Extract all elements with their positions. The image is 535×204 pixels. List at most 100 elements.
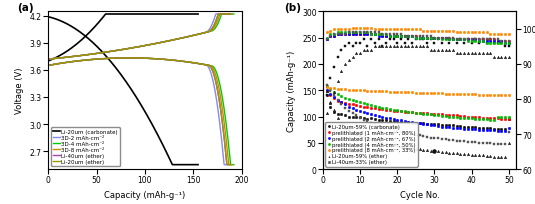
Li-40um (ether)	[132, 58, 138, 60]
Point	[493, 115, 502, 119]
Point	[341, 63, 349, 66]
Point	[374, 119, 383, 122]
X-axis label: Capacity (mAh-g⁻¹): Capacity (mAh-g⁻¹)	[104, 190, 186, 199]
Point	[393, 35, 401, 38]
Point	[393, 45, 401, 49]
Point	[393, 91, 401, 94]
Point	[326, 35, 334, 38]
Point	[352, 52, 361, 56]
Point	[449, 39, 457, 42]
Point	[471, 126, 480, 129]
Point	[411, 112, 420, 115]
Point	[386, 108, 394, 111]
Point	[330, 35, 338, 38]
Point	[501, 94, 509, 97]
Point	[423, 136, 431, 139]
Point	[367, 117, 376, 120]
Point	[400, 42, 409, 45]
Point	[482, 32, 491, 35]
Point	[345, 103, 353, 106]
Point	[445, 37, 454, 40]
Point	[478, 116, 487, 120]
Point	[419, 92, 427, 95]
Point	[434, 150, 442, 153]
Point	[396, 121, 405, 124]
Point	[337, 101, 346, 104]
Point	[382, 45, 391, 49]
Point	[363, 118, 372, 121]
3D-2 mAh-cm⁻²	[45, 65, 51, 67]
Point	[497, 143, 506, 146]
Point	[393, 130, 401, 133]
Point	[482, 129, 491, 132]
Point	[371, 45, 379, 49]
Point	[426, 149, 435, 153]
Point	[408, 42, 416, 45]
Point	[449, 39, 457, 42]
Point	[386, 28, 394, 31]
Li-20um (carbonate)	[192, 164, 198, 166]
Point	[453, 32, 461, 35]
Point	[352, 27, 361, 31]
Point	[330, 91, 338, 94]
Point	[337, 33, 346, 37]
Point	[460, 32, 469, 35]
Point	[333, 28, 342, 31]
Point	[408, 147, 416, 150]
Point	[337, 101, 346, 104]
Point	[408, 35, 416, 38]
Point	[497, 115, 506, 119]
Point	[363, 45, 372, 49]
Point	[497, 33, 506, 37]
Point	[501, 33, 509, 37]
Point	[441, 126, 450, 129]
Point	[482, 118, 491, 121]
Point	[411, 35, 420, 38]
Point	[449, 114, 457, 118]
Point	[341, 32, 349, 35]
Point	[475, 116, 483, 119]
Point	[445, 138, 454, 142]
Point	[501, 143, 509, 146]
Point	[396, 110, 405, 113]
Point	[430, 37, 439, 40]
3D-8 mAh-cm⁻²	[145, 58, 151, 60]
Point	[348, 32, 357, 35]
Point	[367, 33, 376, 37]
Point	[449, 39, 457, 42]
Li-40um (ether)	[224, 164, 230, 166]
Point	[453, 139, 461, 143]
Point	[497, 118, 506, 121]
Point	[348, 32, 357, 35]
Point	[449, 30, 457, 33]
Point	[464, 153, 472, 156]
Point	[326, 90, 334, 93]
Point	[475, 52, 483, 56]
Point	[396, 145, 405, 148]
Point	[386, 35, 394, 38]
Point	[482, 52, 491, 56]
Li-40um (ether)	[126, 57, 132, 60]
Point	[337, 103, 346, 106]
Point	[337, 32, 346, 35]
Li-20um (carbonate)	[45, 16, 51, 19]
Point	[360, 32, 368, 35]
Point	[371, 33, 379, 37]
Point	[478, 39, 487, 42]
Point	[441, 124, 450, 127]
Point	[352, 33, 361, 37]
Point	[453, 116, 461, 119]
Point	[367, 106, 376, 110]
Point	[333, 33, 342, 37]
Point	[363, 32, 372, 35]
Point	[434, 37, 442, 40]
Point	[501, 45, 509, 49]
Point	[382, 28, 391, 31]
Point	[471, 128, 480, 131]
Point	[322, 39, 331, 42]
Li-20um (ether)	[224, 164, 230, 166]
Point	[333, 33, 342, 37]
Point	[408, 28, 416, 31]
Point	[382, 42, 391, 45]
Point	[490, 155, 498, 158]
